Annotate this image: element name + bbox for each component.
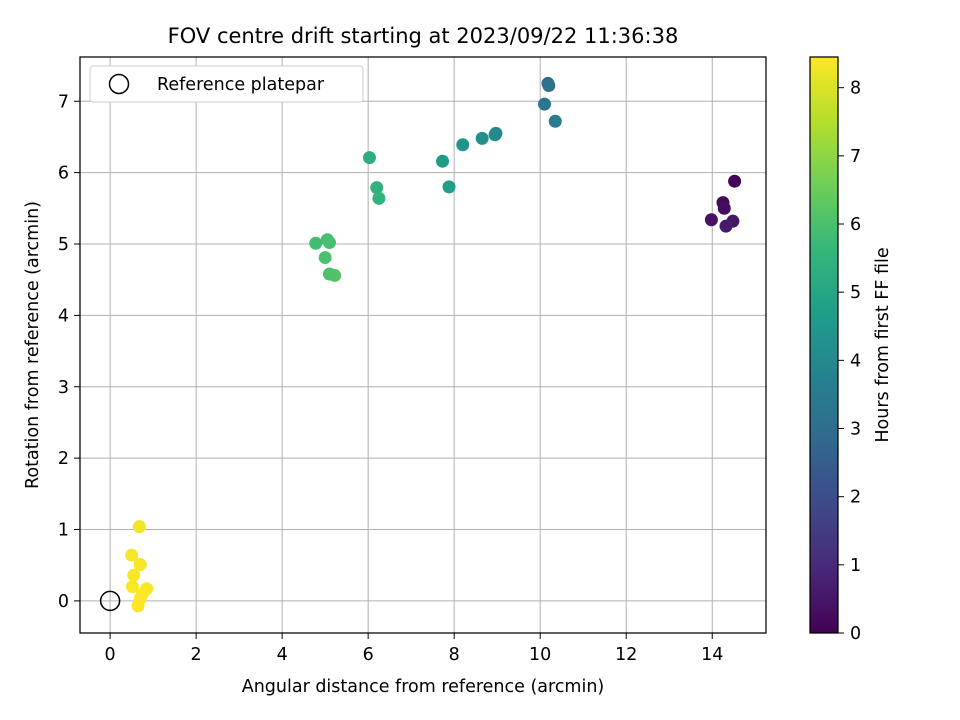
data-point	[436, 154, 450, 168]
y-tick-label: 0	[58, 592, 69, 612]
x-tick-label: 4	[277, 645, 288, 665]
colorbar-frame	[809, 56, 839, 634]
plot-frame	[79, 56, 767, 634]
colorbar: 0 1 2 3 4 5 6 7 8 Hours from first FF file	[809, 56, 893, 644]
colorbar-label: Hours from first FF file	[873, 247, 893, 442]
colorbar-tick-label: 5	[850, 283, 861, 303]
y-axis-ticks: 0 1 2 3 4 5 6 7	[58, 92, 80, 612]
x-tick-label: 2	[191, 645, 202, 665]
colorbar-tick-label: 1	[850, 556, 861, 576]
y-tick-label: 1	[58, 521, 69, 541]
legend: Reference platepar	[89, 65, 364, 103]
x-tick-label: 0	[105, 645, 116, 665]
data-point	[719, 219, 733, 233]
chart-title: FOV centre drift starting at 2023/09/22 …	[168, 24, 679, 48]
y-tick-label: 5	[58, 235, 69, 255]
x-tick-label: 6	[363, 645, 374, 665]
x-tick-label: 8	[449, 645, 460, 665]
data-point	[133, 557, 147, 571]
data-point	[370, 181, 384, 195]
colorbar-tick-label: 0	[850, 624, 861, 644]
colorbar-tick-label: 6	[850, 215, 861, 235]
data-point	[125, 548, 139, 562]
y-tick-label: 4	[58, 306, 69, 326]
legend-marker-icon	[108, 73, 130, 95]
data-point	[442, 180, 456, 194]
x-tick-label: 10	[529, 645, 551, 665]
data-point	[717, 201, 731, 215]
data-point	[548, 114, 562, 128]
reference-marker-group	[99, 590, 121, 612]
x-tick-label: 12	[615, 645, 637, 665]
colorbar-ticks: 0 1 2 3 4 5 6 7 8	[838, 79, 861, 644]
x-tick-label: 14	[701, 645, 723, 665]
data-point	[542, 79, 556, 93]
legend-box	[89, 65, 364, 103]
y-tick-label: 2	[58, 449, 69, 469]
colorbar-tick-label: 2	[850, 488, 861, 508]
data-point	[132, 520, 146, 534]
data-point	[362, 151, 376, 165]
colorbar-tick-label: 4	[850, 351, 861, 371]
data-point	[456, 138, 470, 152]
x-axis-ticks: 0 2 4 6 8 10 12 14	[105, 633, 723, 665]
colorbar-tick-label: 3	[850, 420, 861, 440]
y-tick-label: 3	[58, 378, 69, 398]
colorbar-tick-label: 8	[850, 79, 861, 99]
data-point	[538, 97, 552, 111]
y-tick-label: 6	[58, 164, 69, 184]
data-point	[488, 128, 502, 142]
x-axis-label: Angular distance from reference (arcmin)	[242, 677, 605, 697]
data-point	[125, 580, 139, 594]
data-point	[475, 131, 489, 145]
data-point	[372, 191, 386, 205]
data-point	[318, 251, 332, 265]
data-point	[328, 268, 342, 282]
legend-label: Reference platepar	[157, 75, 325, 95]
y-axis-label: Rotation from reference (arcmin)	[23, 201, 43, 489]
data-point	[309, 236, 323, 250]
y-tick-label: 7	[58, 92, 69, 112]
data-point	[704, 213, 718, 227]
data-point	[728, 174, 742, 188]
data-point	[322, 236, 336, 250]
data-point	[127, 568, 141, 582]
reference-marker	[99, 590, 121, 612]
data-points	[125, 76, 742, 613]
colorbar-gradient	[810, 57, 838, 633]
grid-lines	[80, 57, 766, 633]
colorbar-tick-label: 7	[850, 147, 861, 167]
data-point	[131, 599, 145, 613]
